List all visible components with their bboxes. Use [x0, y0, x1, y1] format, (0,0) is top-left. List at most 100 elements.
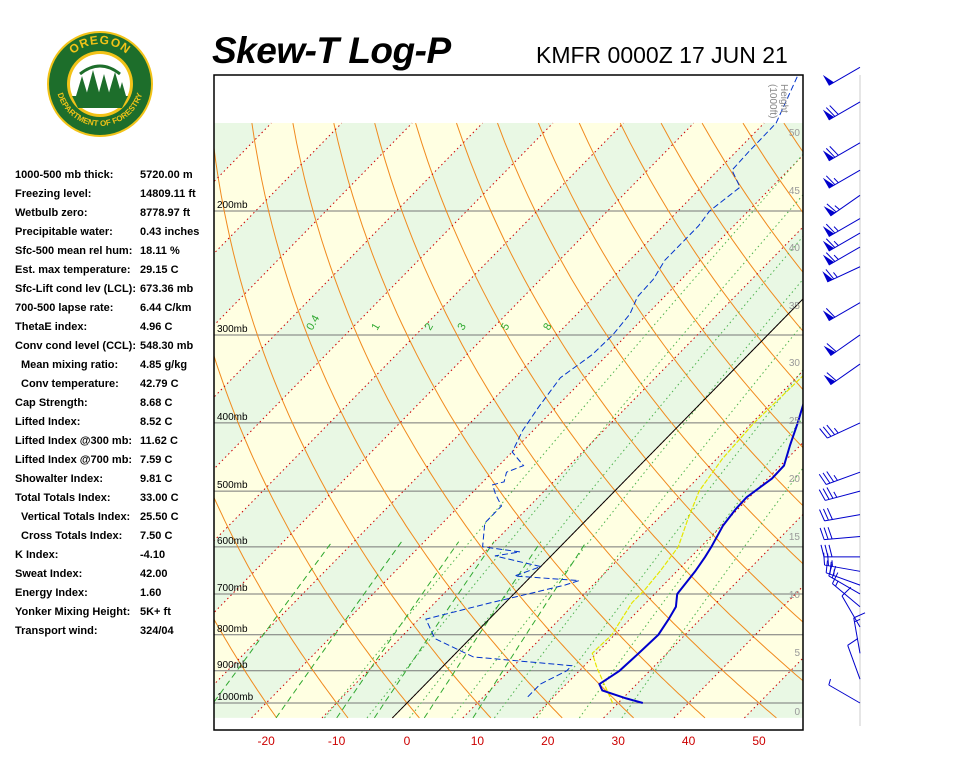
- barb-half-flag: [828, 678, 832, 686]
- temperature-band: [214, 123, 803, 718]
- isobar-lines: [214, 210, 803, 704]
- moist-adiabat: [366, 194, 803, 719]
- index-label: Transport wind:: [15, 625, 98, 637]
- isotherm: [214, 122, 554, 470]
- wind-barb: [823, 334, 861, 357]
- wind-barb: [822, 169, 861, 189]
- barb-flag: [828, 544, 833, 557]
- mixing-ratio-line: [214, 541, 333, 703]
- moist-adiabat: [409, 235, 803, 719]
- x-tick-label: 10: [471, 734, 485, 748]
- moist-adiabat: [324, 153, 803, 719]
- temperature-band: [214, 123, 272, 182]
- wind-barb: [819, 422, 861, 439]
- pressure-label: 300mb: [217, 324, 248, 335]
- index-row: Sweat Index: 42.00: [15, 566, 215, 585]
- moist-adiabat: [494, 323, 803, 719]
- height-label: 50: [789, 128, 801, 139]
- index-row: Lifted Index @300 mb: 11.62 C: [15, 433, 215, 452]
- barb-half-flag: [833, 474, 838, 481]
- index-label: Est. max temperature:: [15, 264, 131, 276]
- barb-pennant: [822, 240, 835, 252]
- isotherm: [214, 122, 343, 255]
- x-tick-label: 30: [612, 734, 626, 748]
- index-value: 18.11 %: [140, 245, 180, 257]
- index-value: 548.30 mb: [140, 340, 194, 352]
- barb-half-flag: [833, 226, 839, 232]
- index-value: 9.81 C: [140, 473, 173, 485]
- mixing-ratio-line: [336, 541, 460, 719]
- dry-adiabat: [214, 354, 420, 719]
- index-row: Sfc-Lift cond lev (LCL): 673.36 mb: [15, 281, 215, 300]
- barb-half-flag: [833, 240, 839, 246]
- index-label: Wetbulb zero:: [15, 207, 88, 219]
- index-label: Conv cond level (CCL):: [15, 340, 137, 352]
- barb-pennant: [823, 206, 836, 216]
- isotherm: [214, 122, 413, 326]
- height-label: 35: [789, 301, 801, 312]
- x-tick-label: 50: [752, 734, 766, 748]
- barb-staff: [827, 422, 861, 439]
- barb-flag: [826, 372, 837, 382]
- wind-barb: [825, 560, 861, 586]
- height-label: 40: [789, 243, 801, 254]
- temperature-band: [321, 227, 803, 718]
- index-label: Conv temperature:: [21, 378, 119, 390]
- barb-flag: [826, 487, 834, 499]
- barb-staff: [826, 471, 861, 485]
- barb-half-flag: [834, 205, 840, 211]
- isotherm: [0, 123, 201, 718]
- wind-barb: [822, 266, 861, 283]
- height-axis-title: Height(1000ft): [767, 84, 789, 118]
- index-label: Lifted Index:: [15, 416, 81, 428]
- index-row: 1000-500 mb thick: 5720.00 m: [15, 167, 215, 186]
- dry-adiabat: [333, 122, 706, 719]
- index-row: Wetbulb zero: 8778.97 ft: [15, 205, 215, 224]
- index-row: Lifted Index: 8.52 C: [15, 414, 215, 433]
- height-label: 25: [789, 416, 801, 427]
- index-label: Cross Totals Index:: [21, 530, 123, 542]
- wind-barb: [822, 101, 861, 121]
- height-label: 30: [789, 358, 801, 369]
- barb-half-flag: [833, 427, 839, 434]
- dry-adiabat: [783, 122, 803, 153]
- barb-flag: [826, 424, 836, 436]
- logo-trees: [76, 70, 126, 96]
- barb-half-flag: [833, 177, 839, 184]
- index-value: 42.00: [140, 568, 168, 580]
- index-row: Cap Strength: 8.68 C: [15, 395, 215, 414]
- index-label: Lifted Index @300 mb:: [15, 435, 133, 447]
- wind-barb: [822, 232, 861, 252]
- barb-flag: [825, 269, 835, 280]
- logo-ground: [72, 96, 128, 108]
- barb-flag: [823, 527, 829, 540]
- barb-flag: [847, 638, 859, 646]
- barb-pennant: [822, 109, 835, 120]
- zero-isotherm: [392, 298, 803, 719]
- index-row: Showalter Index: 9.81 C: [15, 471, 215, 490]
- barb-flag: [818, 489, 826, 501]
- mixing-ratio-label: 2: [423, 321, 436, 332]
- index-row: Conv temperature: 42.79 C: [15, 376, 215, 395]
- oregon-forestry-logo: OREGON DEPARTMENT OF FORESTRY: [47, 31, 153, 137]
- barb-flag: [822, 488, 830, 500]
- index-value: 8778.97 ft: [140, 207, 191, 219]
- pressure-labels: 200mb 300mb 400mb 500mb 600mb 700mb 800mb 900mb…: [217, 200, 254, 703]
- barb-staff: [847, 645, 861, 680]
- index-row: ThetaE index: 4.96 C: [15, 319, 215, 338]
- barb-pennant: [822, 74, 835, 86]
- index-label: 700-500 lapse rate:: [15, 302, 114, 314]
- barb-half-flag: [833, 491, 838, 498]
- height-axis: Height(1000ft) 0 5 10 15 20 25 30 35 40 45 50: [767, 84, 800, 718]
- index-value: 8.52 C: [140, 416, 173, 428]
- barb-pennant: [822, 226, 835, 237]
- barb-flag: [853, 612, 866, 619]
- x-tick-label: 0: [404, 734, 411, 748]
- dry-adiabat: [292, 123, 634, 719]
- x-tick-label: -20: [258, 734, 276, 748]
- index-label: Vertical Totals Index:: [21, 511, 131, 523]
- index-label: Total Totals Index:: [15, 492, 111, 504]
- index-value: 25.50 C: [140, 511, 179, 523]
- index-label: Showalter Index:: [15, 473, 104, 485]
